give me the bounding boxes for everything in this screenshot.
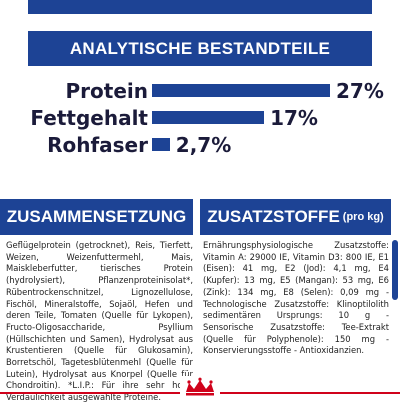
composition-text: Geflügelprotein (getrocknet), Reis, Tier…	[6, 240, 193, 403]
analysis-title: ANALYTISCHE BESTANDTEILE	[69, 38, 331, 58]
value-rohfaser: 2,7%	[175, 133, 232, 157]
analysis-row: Fettgehalt 17%	[0, 105, 400, 131]
bar-fettgehalt	[152, 111, 265, 124]
bar-label-protein: Protein	[65, 79, 148, 103]
additives-title-suffix: (pro kg)	[342, 211, 384, 223]
bar-rohfaser	[152, 138, 170, 151]
scrollbar[interactable]	[392, 240, 398, 300]
additives-header: ZUSATZSTOFFE (pro kg)	[200, 199, 391, 235]
analysis-bar-chart: Protein 27% Fettgehalt 17% Rohfaser 2,7%	[0, 70, 400, 160]
analysis-row: Protein 27%	[0, 78, 400, 104]
top-strip	[28, 0, 372, 14]
royal-canin-crown-logo-icon	[180, 376, 220, 398]
additives-text: Ernährungsphysiologische Zusatzstoffe: V…	[203, 240, 389, 356]
bar-label-rohfaser: Rohfaser	[47, 133, 148, 157]
bar-protein	[152, 84, 330, 97]
analysis-row: Rohfaser 2,7%	[0, 132, 400, 158]
composition-title: ZUSAMMENSETZUNG	[6, 207, 187, 226]
analysis-header-band: ANALYTISCHE BESTANDTEILE	[28, 31, 372, 66]
value-protein: 27%	[336, 79, 384, 103]
composition-header: ZUSAMMENSETZUNG	[0, 199, 193, 235]
value-fettgehalt: 17%	[270, 106, 318, 130]
additives-title: ZUSATZSTOFFE	[207, 207, 340, 226]
bar-label-fettgehalt: Fettgehalt	[30, 106, 148, 130]
